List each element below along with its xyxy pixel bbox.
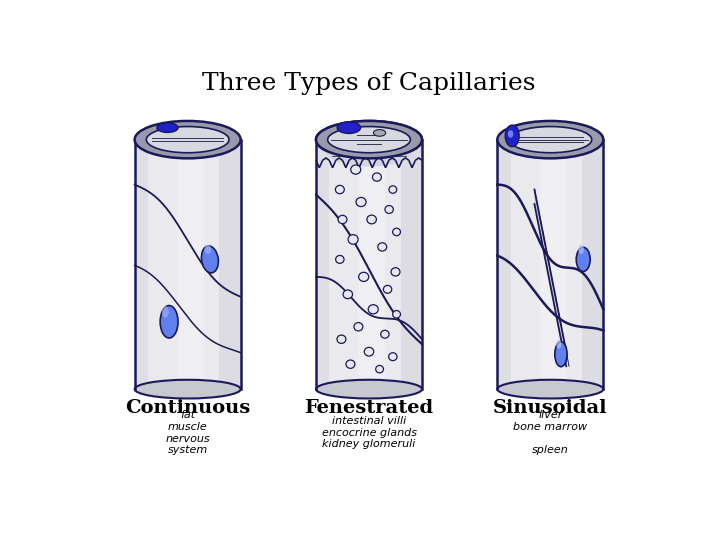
Ellipse shape bbox=[392, 310, 400, 318]
Polygon shape bbox=[498, 140, 510, 389]
Ellipse shape bbox=[346, 360, 355, 368]
Ellipse shape bbox=[509, 126, 592, 153]
Ellipse shape bbox=[328, 126, 410, 153]
Ellipse shape bbox=[146, 126, 229, 153]
Text: intestinal villi
encocrine glands
kidney glomeruli: intestinal villi encocrine glands kidney… bbox=[322, 416, 416, 449]
Ellipse shape bbox=[381, 330, 389, 338]
Ellipse shape bbox=[555, 342, 567, 367]
Ellipse shape bbox=[351, 165, 361, 174]
Ellipse shape bbox=[389, 186, 397, 193]
Polygon shape bbox=[316, 140, 329, 389]
Ellipse shape bbox=[316, 121, 422, 158]
Ellipse shape bbox=[157, 123, 178, 132]
Ellipse shape bbox=[372, 173, 382, 181]
Ellipse shape bbox=[336, 185, 344, 194]
Text: Sinusoidal: Sinusoidal bbox=[493, 399, 608, 417]
Ellipse shape bbox=[367, 215, 377, 224]
Ellipse shape bbox=[337, 122, 361, 133]
Polygon shape bbox=[582, 140, 603, 389]
Ellipse shape bbox=[356, 198, 366, 207]
Polygon shape bbox=[401, 140, 422, 389]
Polygon shape bbox=[177, 140, 204, 389]
Ellipse shape bbox=[392, 228, 400, 235]
Ellipse shape bbox=[316, 121, 422, 158]
Polygon shape bbox=[498, 140, 603, 389]
Text: fat
muscle
nervous
system: fat muscle nervous system bbox=[166, 410, 210, 455]
Ellipse shape bbox=[505, 125, 519, 147]
Ellipse shape bbox=[389, 353, 397, 361]
Polygon shape bbox=[534, 190, 566, 366]
Ellipse shape bbox=[383, 285, 392, 293]
Text: Continuous: Continuous bbox=[125, 399, 251, 417]
Ellipse shape bbox=[336, 255, 344, 264]
Ellipse shape bbox=[508, 130, 513, 138]
Ellipse shape bbox=[578, 245, 584, 254]
Polygon shape bbox=[316, 140, 422, 389]
Ellipse shape bbox=[557, 340, 562, 349]
Ellipse shape bbox=[385, 206, 393, 213]
Ellipse shape bbox=[316, 380, 422, 399]
Ellipse shape bbox=[374, 130, 386, 136]
Ellipse shape bbox=[325, 135, 413, 167]
Ellipse shape bbox=[498, 380, 603, 399]
Ellipse shape bbox=[328, 126, 410, 153]
Polygon shape bbox=[220, 140, 240, 389]
Ellipse shape bbox=[160, 306, 178, 338]
Ellipse shape bbox=[498, 121, 603, 158]
Text: Fenestrated: Fenestrated bbox=[305, 399, 433, 417]
Ellipse shape bbox=[343, 290, 353, 299]
Polygon shape bbox=[540, 140, 566, 389]
Ellipse shape bbox=[364, 347, 374, 356]
Ellipse shape bbox=[576, 247, 590, 272]
Polygon shape bbox=[135, 140, 148, 389]
Ellipse shape bbox=[162, 306, 168, 318]
Ellipse shape bbox=[338, 215, 347, 224]
Polygon shape bbox=[135, 140, 240, 389]
Ellipse shape bbox=[368, 305, 378, 314]
Text: Three Types of Capillaries: Three Types of Capillaries bbox=[202, 72, 536, 95]
Ellipse shape bbox=[378, 243, 387, 251]
Ellipse shape bbox=[204, 245, 211, 254]
Polygon shape bbox=[359, 140, 385, 389]
Ellipse shape bbox=[202, 246, 218, 273]
Ellipse shape bbox=[391, 268, 400, 276]
Ellipse shape bbox=[135, 380, 240, 399]
Ellipse shape bbox=[354, 322, 363, 331]
Ellipse shape bbox=[359, 272, 369, 281]
Ellipse shape bbox=[376, 366, 384, 373]
Text: liver
bone marrow

spleen: liver bone marrow spleen bbox=[513, 410, 588, 455]
Ellipse shape bbox=[348, 235, 358, 244]
Ellipse shape bbox=[135, 121, 240, 158]
Ellipse shape bbox=[337, 335, 346, 343]
